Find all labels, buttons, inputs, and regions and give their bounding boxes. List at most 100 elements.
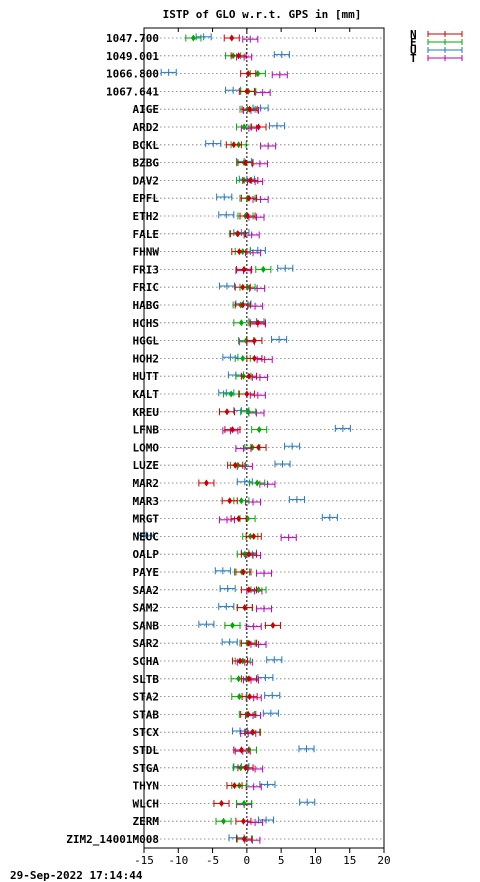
marker-diamond xyxy=(243,337,249,345)
marker-diamond xyxy=(242,159,248,167)
marker-diamond xyxy=(244,87,250,95)
marker-diamond xyxy=(245,710,251,718)
marker-diamond xyxy=(236,515,242,523)
point-T xyxy=(249,284,266,292)
point-N xyxy=(225,141,242,149)
marker-diamond xyxy=(228,390,234,398)
point-E xyxy=(223,390,240,398)
point-T xyxy=(244,249,262,257)
point-U xyxy=(321,513,338,521)
point-N xyxy=(234,301,251,309)
station-label: KALT xyxy=(133,388,160,401)
station-label: MRGT xyxy=(133,513,160,526)
station-label: STGA xyxy=(133,762,160,775)
station-label: FRI3 xyxy=(133,263,160,276)
station-label: HOH2 xyxy=(133,352,160,365)
marker-diamond xyxy=(240,817,246,825)
marker-diamond xyxy=(270,621,276,629)
point-N xyxy=(221,497,238,505)
point-N xyxy=(233,746,250,754)
marker-diamond xyxy=(238,319,244,327)
marker-diamond xyxy=(190,34,196,42)
point-U xyxy=(334,424,351,432)
point-N xyxy=(246,354,263,362)
point-N xyxy=(236,604,253,612)
station-label: HCHS xyxy=(133,317,160,330)
grid-layer xyxy=(144,37,384,840)
station-label: ETH2 xyxy=(133,210,160,223)
point-N xyxy=(240,639,257,647)
point-N xyxy=(198,479,215,487)
point-N xyxy=(213,799,230,807)
point-U xyxy=(268,122,286,130)
marker-diamond xyxy=(256,426,262,434)
station-label: THYN xyxy=(133,780,160,793)
point-U xyxy=(218,602,235,610)
point-N xyxy=(241,693,258,701)
marker-diamond xyxy=(249,728,255,736)
point-U xyxy=(277,264,294,272)
point-T xyxy=(218,516,236,524)
marker-diamond xyxy=(246,586,252,594)
point-E xyxy=(236,799,253,807)
marker-diamond xyxy=(232,461,238,469)
station-label: HGGL xyxy=(133,335,160,348)
point-N xyxy=(237,764,254,772)
point-N xyxy=(227,461,244,469)
marker-diamond xyxy=(244,390,250,398)
chart-title: ISTP of GLO w.r.t. GPS in [mm] xyxy=(163,8,362,21)
point-U xyxy=(273,51,290,59)
marker-diamond xyxy=(241,799,247,807)
point-T xyxy=(235,445,252,453)
point-T xyxy=(280,534,297,542)
station-label: KREU xyxy=(133,406,160,419)
station-label: SLTB xyxy=(133,673,160,686)
marker-diamond xyxy=(240,354,246,362)
point-T xyxy=(243,231,260,239)
point-U xyxy=(298,745,315,753)
point-T xyxy=(255,605,273,613)
station-label: FRIC xyxy=(133,281,160,294)
station-label: SANB xyxy=(133,619,160,632)
point-T xyxy=(250,640,267,648)
point-N xyxy=(235,568,252,576)
marker-diamond xyxy=(254,479,260,487)
x-tick-label: -5 xyxy=(206,854,219,867)
point-T xyxy=(271,71,288,79)
point-N xyxy=(250,443,267,451)
marker-diamond xyxy=(240,283,246,291)
point-N xyxy=(241,105,258,113)
station-labels: 1047.700 1049.001 1066.800 1067.641 AIGE ARD2… xyxy=(66,32,159,846)
marker-diamond xyxy=(236,52,242,60)
point-E xyxy=(233,319,250,327)
marker-diamond xyxy=(229,426,235,434)
point-U xyxy=(299,798,316,806)
station-label: ZERM xyxy=(133,815,160,828)
point-N xyxy=(230,52,247,60)
legend-label-E: E xyxy=(410,36,417,49)
point-T xyxy=(255,569,273,577)
marker-diamond xyxy=(241,265,247,273)
marker-diamond xyxy=(251,337,257,345)
station-label: MAR3 xyxy=(133,495,160,508)
point-T xyxy=(260,142,277,150)
point-U xyxy=(138,531,155,539)
marker-diamond xyxy=(246,639,252,647)
marker-diamond xyxy=(245,70,251,78)
point-T xyxy=(254,89,271,97)
station-label: SCHA xyxy=(133,655,160,668)
point-N xyxy=(226,782,243,790)
marker-diamond xyxy=(245,408,251,416)
marker-diamond xyxy=(240,301,246,309)
point-U xyxy=(218,282,236,290)
point-N xyxy=(240,372,257,380)
point-T xyxy=(259,480,276,488)
marker-diamond xyxy=(241,123,247,131)
station-label: FHNW xyxy=(133,246,160,259)
point-U xyxy=(205,140,222,148)
marker-diamond xyxy=(256,586,262,594)
station-label: BZBG xyxy=(133,157,160,170)
station-label: SAM2 xyxy=(133,602,160,615)
